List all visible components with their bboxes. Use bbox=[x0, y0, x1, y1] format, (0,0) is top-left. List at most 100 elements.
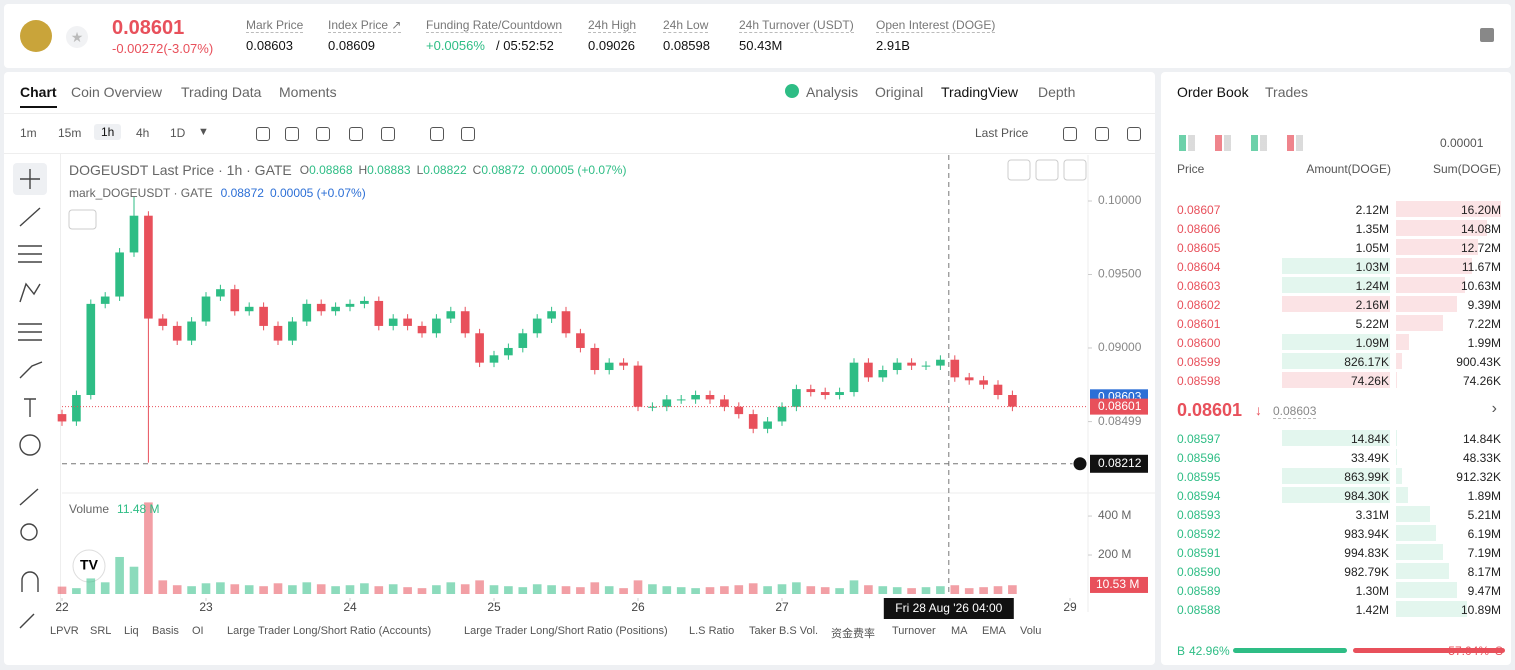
depth-bar bbox=[1396, 468, 1402, 484]
ask-price[interactable]: 0.08602 bbox=[1177, 298, 1221, 312]
ask-price[interactable]: 0.08605 bbox=[1177, 241, 1221, 255]
interval[interactable]: 1m bbox=[20, 126, 37, 140]
volume-bar bbox=[576, 587, 585, 594]
indicator-tab[interactable]: Volu bbox=[1020, 625, 1042, 637]
interval[interactable]: 4h bbox=[136, 126, 150, 140]
view-tab[interactable]: Depth bbox=[1038, 84, 1076, 100]
ask-price[interactable]: 0.08601 bbox=[1177, 317, 1221, 331]
volume-bar bbox=[950, 585, 960, 594]
ob-layout-btn[interactable] bbox=[1251, 135, 1267, 151]
interval-dropdown[interactable]: ▼ bbox=[198, 126, 209, 138]
indicator-tab[interactable]: Large Trader Long/Short Ratio (Positions… bbox=[464, 625, 668, 637]
ask-price[interactable]: 0.08607 bbox=[1177, 203, 1221, 217]
ob-layout-btn[interactable] bbox=[1215, 135, 1231, 151]
ask-price[interactable]: 0.08589 bbox=[1177, 584, 1221, 598]
toolbar-icon[interactable] bbox=[349, 127, 363, 141]
ob-layout-btn[interactable] bbox=[1287, 135, 1303, 151]
volume-bar bbox=[604, 586, 614, 594]
ask-price[interactable]: 0.08597 bbox=[1177, 432, 1221, 446]
toolbar-icon[interactable] bbox=[381, 127, 395, 141]
view-tab[interactable]: TradingView bbox=[941, 84, 1019, 100]
ask-price[interactable]: 0.08590 bbox=[1177, 565, 1221, 579]
x-tick-label: 25 bbox=[487, 600, 501, 614]
candle-body bbox=[921, 365, 931, 367]
ask-price[interactable]: 0.08599 bbox=[1177, 355, 1221, 369]
volume-bar bbox=[417, 588, 427, 594]
volume-bar bbox=[705, 587, 715, 594]
ob-precision[interactable]: 0.00001 bbox=[1440, 136, 1484, 150]
indicator-tab[interactable]: Taker B.S Vol. bbox=[749, 625, 819, 637]
indicator-tab[interactable]: Large Trader Long/Short Ratio (Accounts) bbox=[227, 625, 432, 637]
volume-bar bbox=[691, 588, 700, 594]
ask-price[interactable]: 0.08600 bbox=[1177, 336, 1221, 350]
x-tick-label: 22 bbox=[55, 600, 69, 614]
interval[interactable]: 1D bbox=[170, 126, 186, 140]
toolbar-icon[interactable] bbox=[1127, 127, 1141, 141]
analysis-icon[interactable] bbox=[785, 84, 799, 98]
candle-body bbox=[100, 296, 110, 304]
volume-bar bbox=[777, 584, 787, 594]
ask-price[interactable]: 0.08603 bbox=[1177, 279, 1221, 293]
ob-tab[interactable]: Order Book bbox=[1177, 84, 1249, 100]
indicator-tab[interactable]: MA bbox=[951, 625, 968, 637]
tab[interactable]: Moments bbox=[279, 84, 337, 100]
ask-price[interactable]: 0.08596 bbox=[1177, 451, 1221, 465]
ask-price[interactable]: 0.08604 bbox=[1177, 260, 1221, 274]
mark-title: mark_DOGEUSDT · GATE bbox=[69, 186, 213, 200]
volume-bar bbox=[748, 583, 758, 594]
indicator-tab[interactable]: Turnover bbox=[892, 625, 936, 637]
indicator-tab[interactable]: OI bbox=[192, 625, 204, 637]
toolbar-icon[interactable] bbox=[316, 127, 330, 141]
ask-price[interactable]: 0.08595 bbox=[1177, 470, 1221, 484]
ask-price[interactable]: 0.08593 bbox=[1177, 508, 1221, 522]
tab[interactable]: Chart bbox=[20, 84, 57, 108]
stat-value: 0.08603 bbox=[246, 38, 293, 53]
toolbar-icon[interactable] bbox=[430, 127, 444, 141]
ask-price[interactable]: 0.08606 bbox=[1177, 222, 1221, 236]
candle-body bbox=[676, 399, 686, 401]
amount-highlight bbox=[1282, 334, 1390, 350]
toolbar-icon[interactable] bbox=[1063, 127, 1077, 141]
chart-panel bbox=[4, 72, 1155, 665]
toolbar-icon[interactable] bbox=[256, 127, 270, 141]
interval[interactable]: 1h bbox=[94, 124, 122, 140]
crosshair-time-tag bbox=[883, 598, 1014, 619]
ob-mark-price: 0.08603 bbox=[1273, 404, 1317, 419]
indicator-tab[interactable]: EMA bbox=[982, 625, 1006, 637]
depth-bar bbox=[1396, 315, 1443, 331]
candle-body bbox=[561, 311, 571, 334]
volume-bar bbox=[993, 586, 1003, 594]
tab[interactable]: Trading Data bbox=[181, 84, 262, 100]
indicator-tab[interactable]: L.S Ratio bbox=[689, 625, 735, 637]
favorite-star[interactable]: ★ bbox=[66, 26, 88, 48]
ask-price[interactable]: 0.08591 bbox=[1177, 546, 1221, 560]
indicator-tab[interactable]: LPVR bbox=[50, 625, 79, 637]
stat-label: Index Price ↗ bbox=[328, 18, 402, 33]
ask-price[interactable]: 0.08594 bbox=[1177, 489, 1221, 503]
ask-price[interactable]: 0.08598 bbox=[1177, 374, 1221, 388]
tab[interactable]: Coin Overview bbox=[71, 84, 163, 100]
ob-more[interactable]: › bbox=[1491, 400, 1497, 417]
ask-price[interactable]: 0.08588 bbox=[1177, 603, 1221, 617]
depth-bar bbox=[1396, 201, 1501, 217]
toolbar-icon[interactable] bbox=[461, 127, 475, 141]
volume-bar bbox=[446, 582, 456, 594]
price-type[interactable]: Last Price bbox=[975, 126, 1029, 140]
candle-body bbox=[907, 362, 916, 366]
indicator-tab[interactable]: SRL bbox=[90, 625, 112, 637]
depth-bar bbox=[1396, 296, 1457, 312]
indicator-tab[interactable]: 资金费率 bbox=[831, 628, 875, 640]
ask-price[interactable]: 0.08592 bbox=[1177, 527, 1221, 541]
settings-icon[interactable] bbox=[1480, 28, 1494, 42]
indicator-tab[interactable]: Liq bbox=[124, 625, 139, 637]
ob-layout-btn[interactable] bbox=[1179, 135, 1195, 151]
indicator-tab[interactable]: Basis bbox=[152, 625, 179, 637]
view-tab[interactable]: Original bbox=[875, 84, 924, 100]
candle-body bbox=[417, 325, 427, 334]
ob-tab[interactable]: Trades bbox=[1265, 84, 1309, 100]
interval[interactable]: 15m bbox=[58, 126, 82, 140]
view-tab[interactable]: Analysis bbox=[806, 84, 859, 100]
toolbar-icon[interactable] bbox=[285, 127, 299, 141]
volume-tag bbox=[1090, 576, 1148, 593]
toolbar-icon[interactable] bbox=[1095, 127, 1109, 141]
